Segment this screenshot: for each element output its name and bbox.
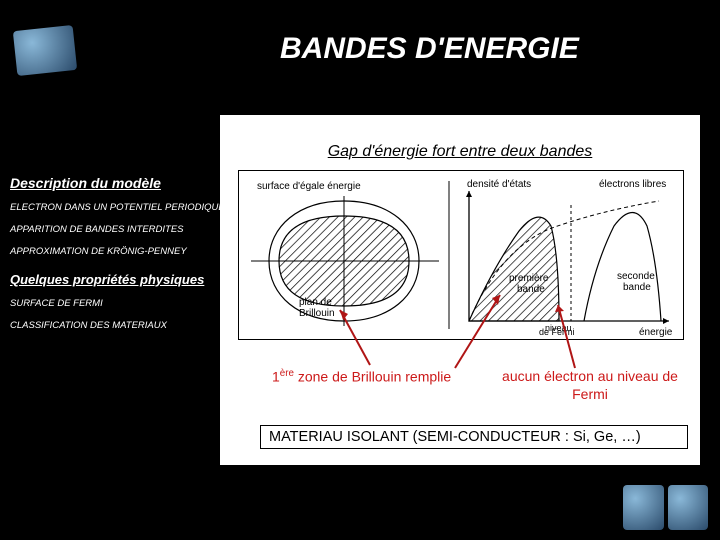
label-surface-egale: surface d'égale énergie [257, 181, 361, 192]
label-electrons-libres: électrons libres [599, 179, 666, 190]
arrow-annotation-2 [550, 300, 590, 370]
sidebar-heading-model: Description du modèle [10, 175, 240, 191]
content-panel: Gap d'énergie fort entre deux bandes [220, 115, 700, 465]
sidebar: Description du modèle ELECTRON DANS UN P… [10, 175, 240, 343]
sidebar-item: APPROXIMATION DE KRÖNIG-PENNEY [10, 247, 240, 258]
caption-top: Gap d'énergie fort entre deux bandes [220, 143, 700, 161]
label-seconde-bande: seconde [617, 271, 655, 282]
annotation-brillouin-filled: 1ère zone de Brillouin remplie [272, 368, 451, 385]
sidebar-item: ELECTRON DANS UN POTENTIEL PERIODIQUE [10, 203, 240, 214]
arrow-annotation-1 [330, 305, 390, 370]
slide-root: BANDES D'ENERGIE Description du modèle E… [0, 0, 720, 540]
sidebar-item: CLASSIFICATION DES MATERIAUX [10, 321, 240, 332]
logo-top-left [15, 28, 75, 73]
label-plan-brillouin: plan de [299, 297, 332, 308]
sidebar-item: APPARITION DE BANDES INTERDITES [10, 225, 240, 236]
label-premiere-bande: première [509, 273, 549, 284]
arrow-annotation-1b [455, 290, 515, 370]
sidebar-heading-properties: Quelques propriétés physiques [10, 272, 240, 287]
svg-text:bande: bande [517, 284, 545, 295]
page-title: BANDES D'ENERGIE [280, 32, 579, 66]
annotation-no-electron-fermi: aucun électron au niveau de Fermi [490, 368, 690, 403]
conclusion-box: MATERIAU ISOLANT (SEMI-CONDUCTEUR : Si, … [260, 425, 688, 449]
logo-bottom-right [623, 485, 708, 530]
label-densite: densité d'états [467, 179, 531, 190]
label-energie: énergie [639, 327, 673, 338]
svg-text:bande: bande [623, 282, 651, 293]
sidebar-item: SURFACE DE FERMI [10, 299, 240, 310]
